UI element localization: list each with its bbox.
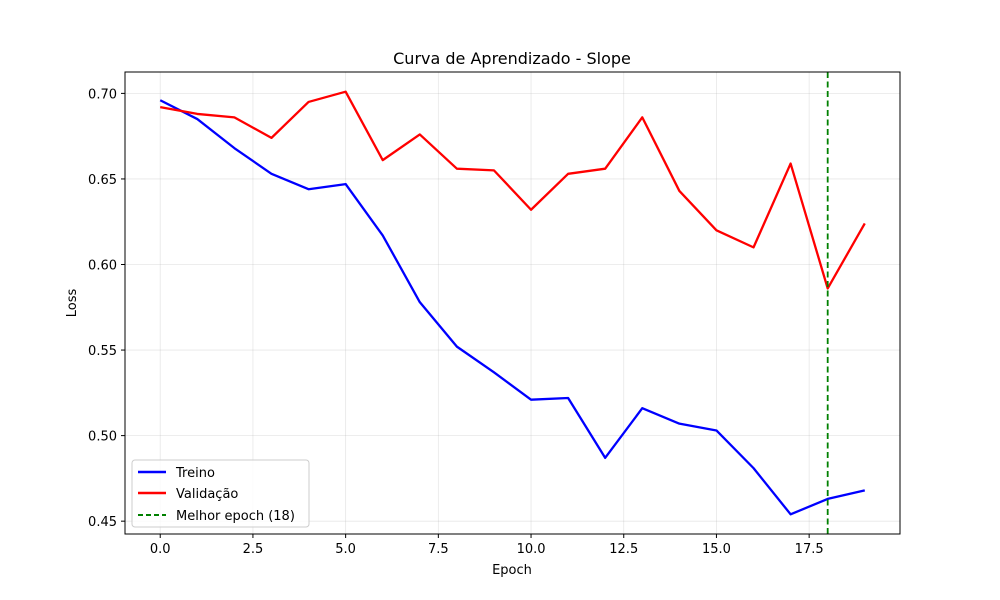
y-axis-label: Loss <box>65 289 80 318</box>
grid <box>125 72 900 534</box>
series-line-validacao <box>160 90 866 290</box>
x-tick-label: 12.5 <box>609 542 638 557</box>
x-tick-label: 7.5 <box>428 542 449 557</box>
y-tick-label: 0.70 <box>88 87 117 102</box>
x-tick-label: 10.0 <box>517 542 546 557</box>
x-tick-label: 5.0 <box>335 542 356 557</box>
x-tick-label: 17.5 <box>795 542 824 557</box>
x-tick-label: 15.0 <box>702 542 731 557</box>
plot-lines <box>159 72 866 534</box>
y-tick-label: 0.65 <box>88 173 117 188</box>
legend-label-treino: Treino <box>175 466 215 481</box>
series-line-treino <box>159 99 866 516</box>
y-tick-label: 0.60 <box>88 259 117 274</box>
x-axis-ticks: 0.0 2.5 5.0 7.5 10.0 12.5 15.0 17.5 <box>150 534 824 557</box>
legend: Treino Validação Melhor epoch (18) <box>131 459 310 528</box>
x-tick-label: 0.0 <box>150 542 171 557</box>
x-axis-label: Epoch <box>492 563 532 578</box>
y-tick-label: 0.50 <box>88 430 117 445</box>
legend-label-best-epoch: Melhor epoch (18) <box>176 509 295 524</box>
plot-frame <box>124 71 901 535</box>
chart-title: Curva de Aprendizado - Slope <box>393 49 631 68</box>
y-axis-ticks: 0.45 0.50 0.55 0.60 0.65 0.70 <box>88 87 125 530</box>
legend-box <box>131 459 310 528</box>
x-tick-label: 2.5 <box>243 542 264 557</box>
legend-label-validacao: Validação <box>176 487 238 502</box>
y-tick-label: 0.45 <box>88 515 117 530</box>
y-tick-label: 0.55 <box>88 344 117 359</box>
